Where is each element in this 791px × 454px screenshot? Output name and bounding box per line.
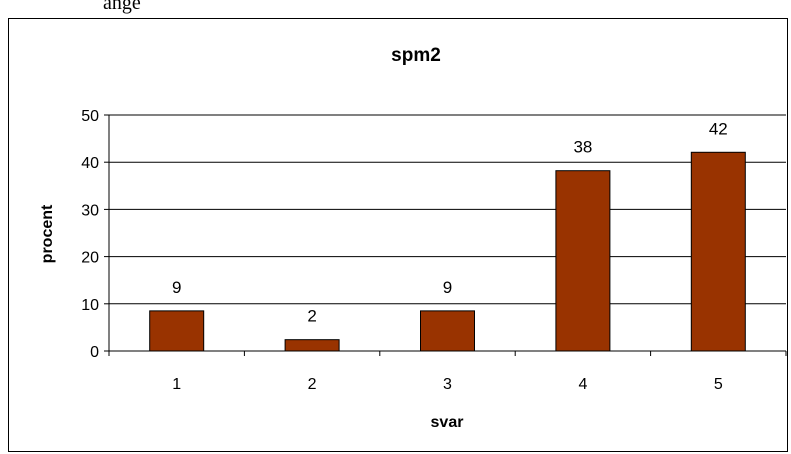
bar-4 (555, 170, 611, 352)
x-tick-label: 5 (714, 376, 723, 393)
bars-group (149, 151, 746, 352)
data-label-1: 9 (172, 278, 181, 297)
chart-title: spm2 (391, 45, 441, 66)
data-label-5: 42 (709, 119, 728, 138)
bar-1 (149, 310, 205, 352)
chart-frame (8, 18, 788, 452)
x-tick-label: 3 (443, 376, 452, 393)
x-tick-label: 2 (308, 376, 317, 393)
data-labels-group: 9 2 9 38 42 (172, 119, 728, 325)
x-axis-title: svar (431, 414, 464, 431)
data-label-4: 38 (573, 138, 592, 157)
y-axis-ticks: 0 10 20 30 40 50 (81, 108, 109, 361)
bar-3 (420, 310, 475, 352)
y-tick-label: 40 (81, 155, 99, 172)
y-axis-title: procent (39, 204, 56, 263)
y-tick-label: 0 (90, 344, 99, 361)
bar-2 (284, 339, 340, 352)
data-label-2: 2 (307, 307, 316, 326)
data-label-3: 9 (443, 278, 452, 297)
y-tick-label: 30 (81, 202, 99, 219)
text-above-chart: ange (103, 0, 141, 14)
x-tick-label: 4 (578, 376, 587, 393)
gridlines (109, 114, 786, 305)
y-tick-label: 20 (81, 250, 99, 267)
y-tick-label: 10 (81, 297, 99, 314)
x-axis-ticks: 1 2 3 4 5 (108, 351, 787, 393)
y-tick-label: 50 (81, 108, 99, 125)
bar-5 (690, 151, 746, 352)
x-tick-label: 1 (172, 376, 181, 393)
